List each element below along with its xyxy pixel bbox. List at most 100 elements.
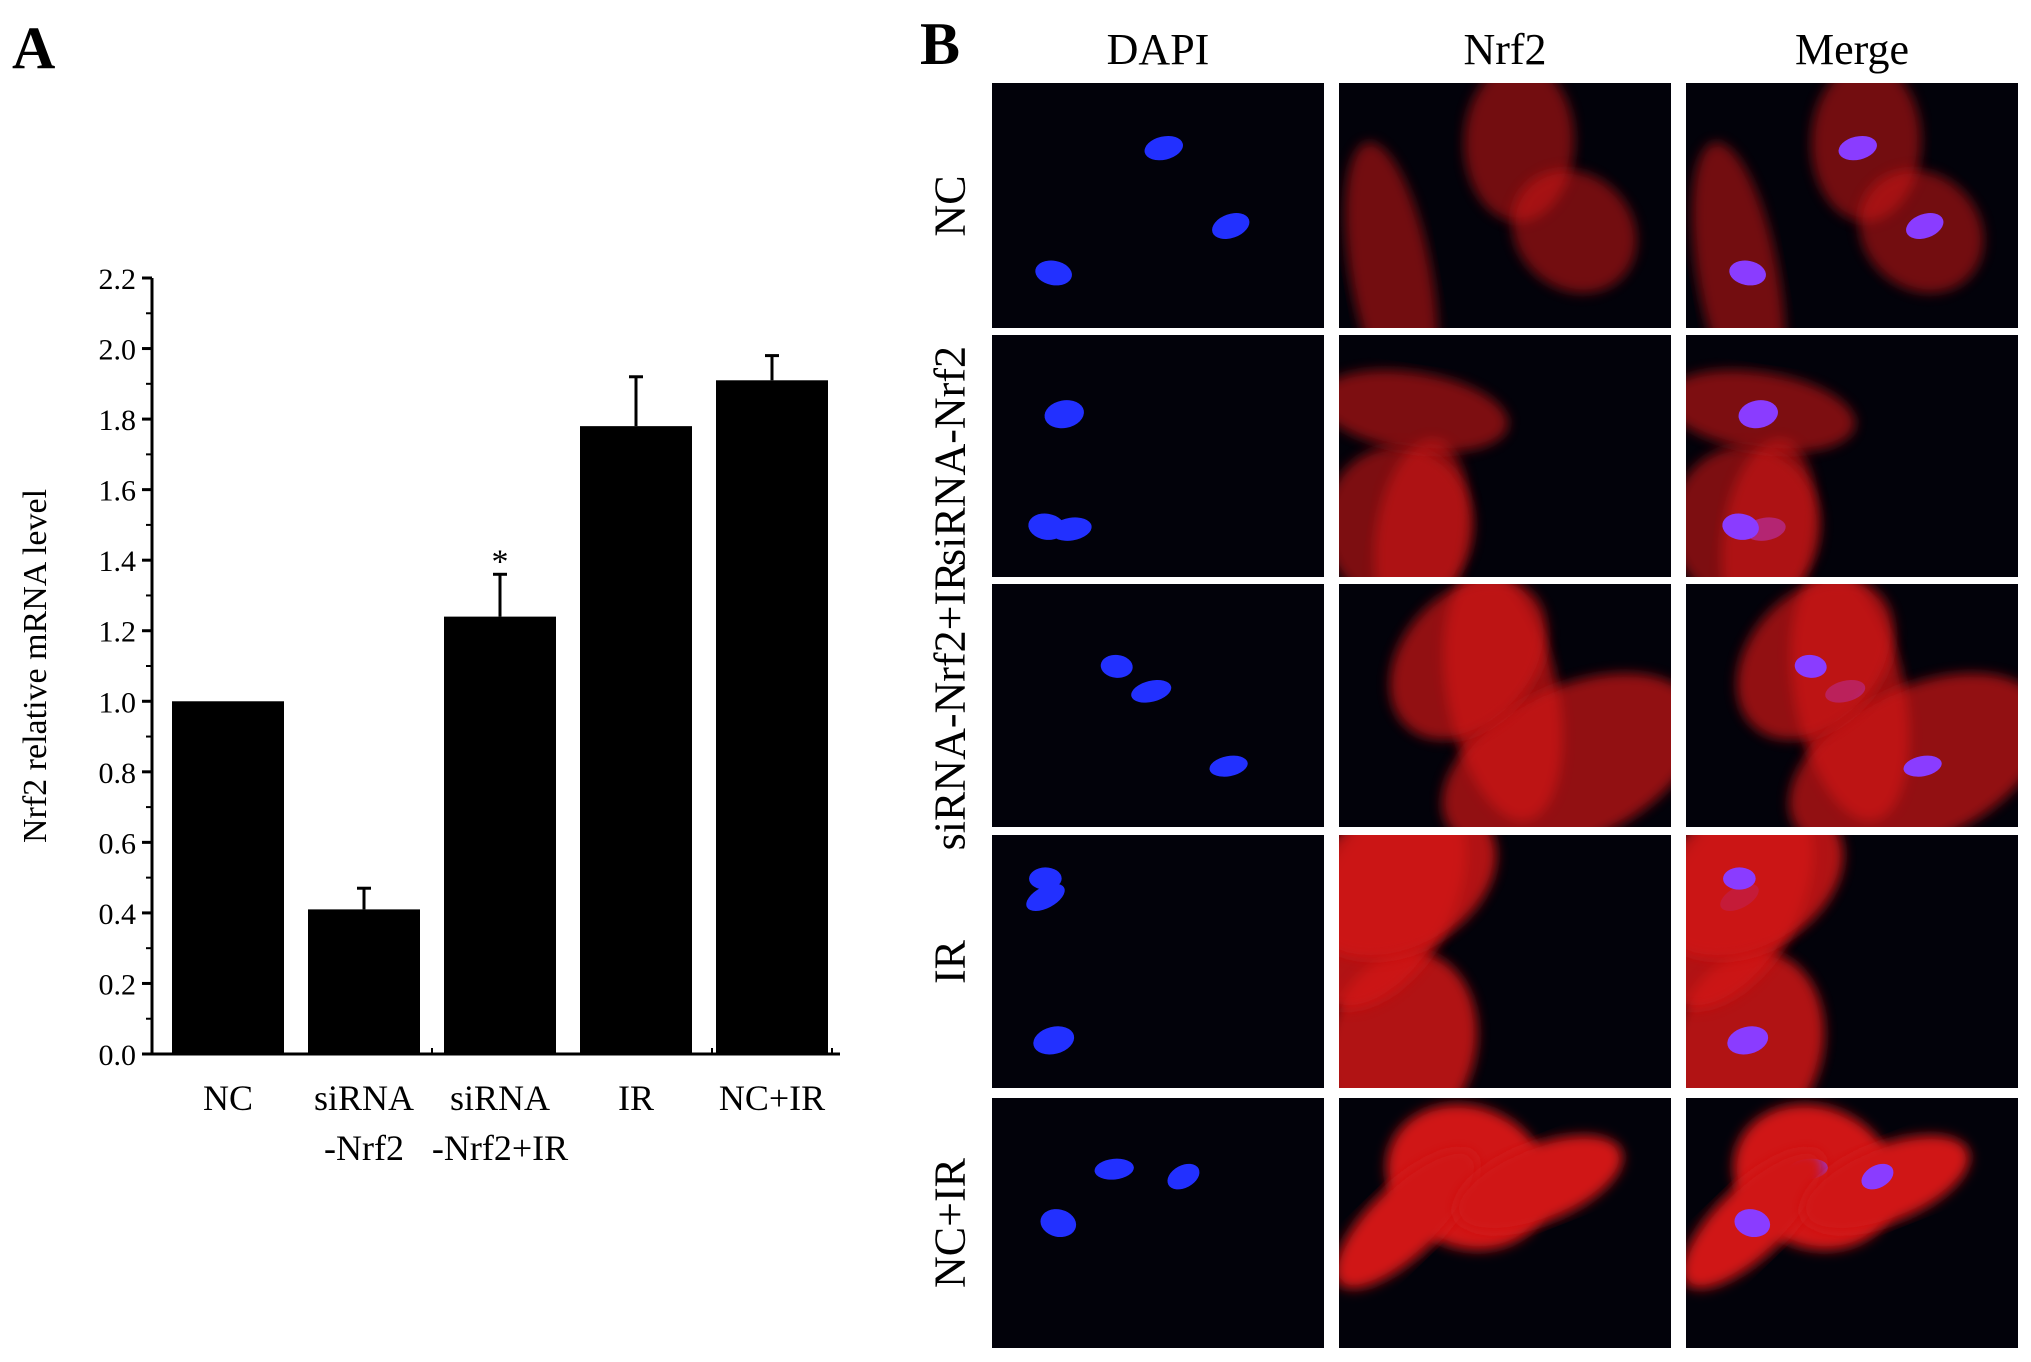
y-tick-label: 2.0 — [99, 334, 137, 367]
bar-chart: 0.0 0.2 0.4 0.6 0.8 1.0 1.2 1.4 1.6 1.8 2.0 2.2 Nrf2… — [17, 263, 840, 1168]
cell-nucleus — [1861, 1163, 1894, 1190]
micrograph-image — [1339, 835, 1671, 1088]
micrograph-image — [1339, 83, 1671, 328]
micrograph-image — [1339, 584, 1671, 827]
row-label-container: siRNA-Nrf2 — [900, 335, 1000, 577]
row-label: siRNA-Nrf2+IR — [925, 561, 975, 850]
micrograph-image — [1686, 1098, 2018, 1348]
micrograph-image — [1686, 835, 2018, 1088]
x-tick-label: NC+IR — [719, 1078, 825, 1118]
x-tick-label: siRNA -Nrf2+IR — [432, 1078, 568, 1168]
cell-nucleus — [1131, 679, 1172, 703]
micrograph-nrf2 — [1339, 83, 1671, 328]
cell-cytoplasm — [1454, 1135, 1623, 1232]
cell-nucleus — [1040, 1209, 1077, 1238]
micrograph-image — [992, 584, 1324, 827]
column-header-nrf2: Nrf2 — [1463, 25, 1547, 74]
cell-nucleus — [1838, 135, 1877, 161]
chart-layer: 0.0 0.2 0.4 0.6 0.8 1.0 1.2 1.4 1.6 1.8 2.0 2.2 Nrf2… — [17, 263, 840, 1168]
bar — [308, 909, 420, 1054]
micrograph-image — [1686, 584, 2018, 827]
cell-cytoplasm — [1339, 835, 1497, 959]
cell-nucleus — [1028, 513, 1065, 540]
micrograph-dapi — [992, 835, 1324, 1088]
cell-nucleus — [1738, 400, 1778, 429]
cell-nucleus — [1906, 213, 1944, 239]
micrograph-image — [992, 1098, 1324, 1348]
y-tick-label: 0.2 — [99, 968, 137, 1001]
row-label-container: siRNA-Nrf2+IR — [900, 561, 1000, 850]
micrograph-nrf2 — [1339, 584, 1671, 827]
micrograph-dapi — [992, 1098, 1324, 1348]
cell-nucleus — [1029, 867, 1062, 890]
cell-nucleus — [1722, 513, 1759, 540]
cell-cytoplasm — [1345, 142, 1439, 328]
y-tick-label: 0.4 — [99, 898, 137, 931]
panel-b-label: B — [920, 11, 961, 77]
cell-nucleus — [1035, 260, 1072, 286]
significance-marker: * — [492, 543, 509, 580]
micrograph-merge — [1686, 335, 2018, 577]
y-tick-label: 1.6 — [99, 475, 137, 508]
row-label-container: NC — [900, 83, 1000, 328]
cell-nucleus — [1212, 213, 1250, 239]
micrograph-dapi — [992, 584, 1324, 827]
bar — [444, 616, 556, 1054]
cell-nucleus — [1734, 1209, 1771, 1238]
micrograph-image — [992, 335, 1324, 577]
cell-nucleus — [1094, 1158, 1134, 1180]
micrograph-nrf2 — [1339, 335, 1671, 577]
micrograph-dapi — [992, 335, 1324, 577]
panel-a-label: A — [12, 15, 56, 81]
bar — [580, 426, 692, 1054]
cell-cytoplasm — [1389, 584, 1548, 740]
cell-nucleus — [1100, 654, 1133, 678]
cell-nucleus — [1144, 135, 1183, 161]
micrograph-image — [992, 83, 1324, 328]
x-tick-label: IR — [618, 1078, 654, 1118]
cell-cytoplasm — [1339, 370, 1509, 453]
cell-nucleus — [1723, 867, 1756, 890]
row-label: NC — [925, 174, 975, 237]
row-label: NC+IR — [925, 1158, 975, 1288]
y-tick-label: 1.0 — [99, 686, 137, 719]
cell-nucleus — [1727, 1026, 1769, 1055]
bar — [172, 701, 284, 1054]
cell-nucleus — [1167, 1163, 1200, 1190]
cell-cytoplasm — [1339, 445, 1474, 577]
micrograph-merge — [1686, 835, 2018, 1088]
micrograph-merge — [1686, 584, 2018, 827]
cell-cytoplasm — [1339, 1149, 1478, 1289]
column-header-dapi: DAPI — [1106, 25, 1210, 74]
micrograph-image — [1686, 83, 2018, 328]
micrograph-dapi — [992, 83, 1324, 328]
x-tick-label: NC — [203, 1078, 253, 1118]
cell-nucleus — [1209, 755, 1248, 777]
cell-nucleus — [1044, 400, 1084, 429]
cell-nucleus — [1729, 260, 1766, 286]
micrograph-nrf2 — [1339, 835, 1671, 1088]
micrograph-nrf2 — [1339, 1098, 1671, 1348]
y-axis-label: Nrf2 relative mRNA level — [17, 489, 54, 843]
y-tick-label: 1.4 — [99, 545, 137, 578]
row-label-container: NC+IR — [900, 1098, 1000, 1348]
y-tick-label: 2.2 — [99, 263, 137, 296]
micrograph-image — [1339, 1098, 1671, 1348]
row-label: siRNA-Nrf2 — [925, 346, 975, 566]
micrograph-image — [1686, 335, 2018, 577]
cell-nucleus — [1903, 755, 1942, 777]
cell-nucleus — [1026, 883, 1065, 911]
row-label: IR — [925, 939, 975, 984]
cell-cytoplasm — [1511, 169, 1637, 294]
micrograph-merge — [1686, 1098, 2018, 1348]
micrograph-merge — [1686, 83, 2018, 328]
micrograph-image — [1339, 335, 1671, 577]
cell-nucleus — [1794, 654, 1827, 678]
micrograph-image — [992, 835, 1324, 1088]
y-tick-label: 0.6 — [99, 827, 137, 860]
y-tick-label: 0.0 — [99, 1039, 137, 1072]
y-tick-label: 1.2 — [99, 616, 137, 649]
bar — [716, 380, 828, 1055]
y-tick-label: 0.8 — [99, 757, 137, 790]
y-tick-label: 1.8 — [99, 404, 137, 437]
